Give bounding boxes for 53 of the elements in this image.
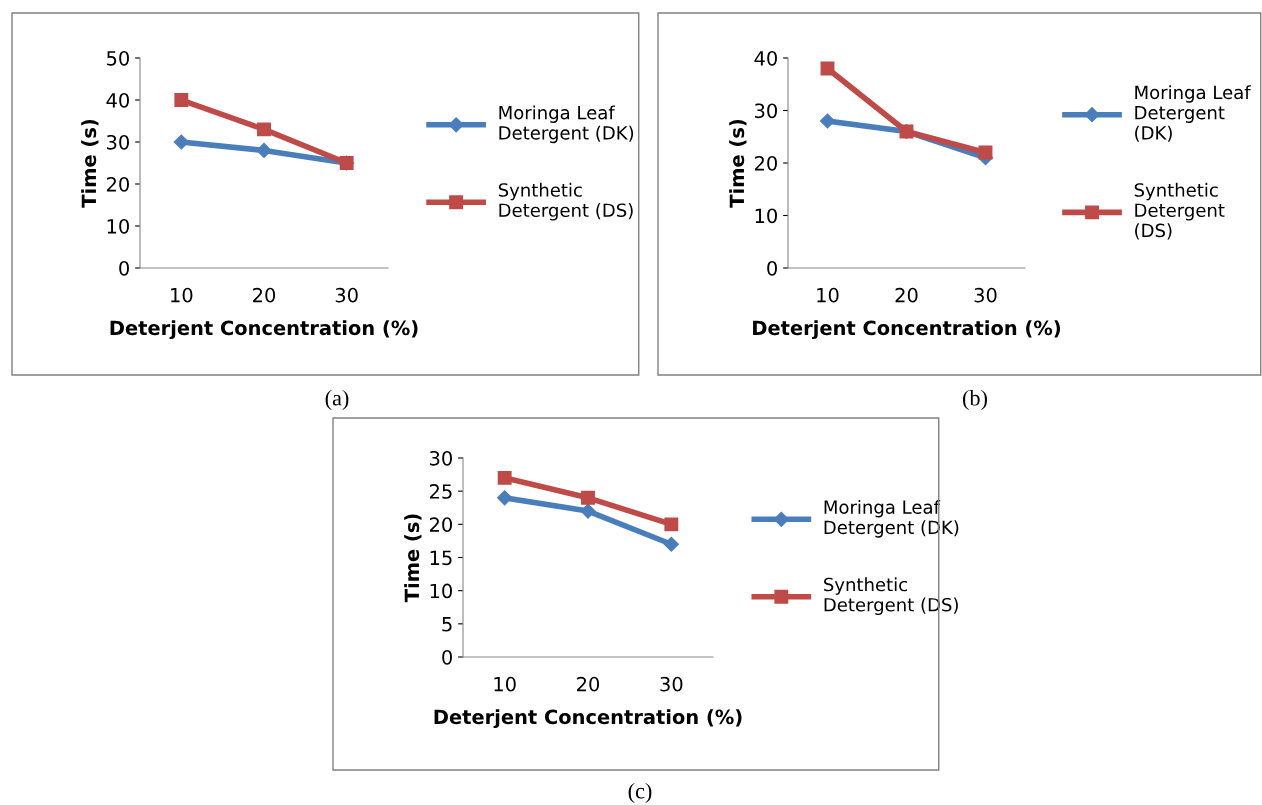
- legend-label: Synthetic Detergent (DS): [498, 182, 633, 221]
- x-tick-label: 30: [974, 287, 997, 303]
- point: [664, 517, 679, 532]
- x-axis-title: Deterjent Concentration (%): [753, 320, 1061, 340]
- point: [257, 122, 271, 137]
- y-tick-label: 20: [754, 155, 777, 171]
- y-tick-label: 0: [119, 260, 129, 276]
- x-axis-title: Deterjent Concentration (%): [110, 320, 418, 340]
- point: [173, 134, 189, 150]
- y-tick-label: 5: [442, 617, 452, 632]
- point: [580, 503, 596, 519]
- point: [581, 490, 595, 505]
- x-tick-label: 30: [335, 287, 358, 303]
- point: [497, 490, 513, 506]
- legend-label: Moringa Leaf Detergent (DK): [824, 499, 959, 538]
- x-tick-label: 10: [817, 287, 839, 303]
- y-axis-title: Time (s): [81, 119, 99, 208]
- legend-label: Synthetic Detergent (DS): [1134, 182, 1225, 240]
- x-tick-label: 10: [494, 676, 516, 692]
- text: (c): [628, 782, 652, 804]
- point: [174, 93, 189, 107]
- y-tick-label: 30: [755, 103, 777, 119]
- point: [256, 142, 272, 158]
- y-tick-label: 20: [429, 517, 452, 532]
- y-tick-label: 40: [106, 92, 129, 108]
- x-tick-label: 20: [253, 287, 276, 303]
- y-tick-label: 20: [106, 176, 129, 192]
- x-tick-label: 20: [577, 676, 600, 692]
- y-axis-title: Time (s): [404, 514, 422, 603]
- y-tick-label: 50: [107, 50, 129, 66]
- legend-label: Moringa Leaf Detergent (DK): [1135, 85, 1251, 142]
- y-tick-label: 40: [754, 50, 777, 66]
- y-axis-title: Time (s): [729, 119, 747, 208]
- text: (a): [325, 389, 349, 411]
- x-tick-label: 30: [660, 676, 683, 692]
- y-tick-label: 10: [430, 583, 452, 599]
- x-axis-title: Deterjent Concentration (%): [434, 709, 742, 729]
- text: (b): [963, 389, 987, 411]
- y-tick-label: 30: [107, 134, 129, 150]
- y-tick-label: 10: [755, 208, 777, 224]
- x-tick-label: 10: [171, 287, 193, 303]
- point: [663, 536, 679, 552]
- x-tick-label: 20: [895, 287, 918, 303]
- y-tick-label: 0: [767, 260, 777, 276]
- legend-label: Moringa Leaf Detergent (DK): [499, 105, 634, 144]
- y-tick-label: 15: [430, 550, 452, 566]
- y-tick-label: 0: [442, 649, 452, 665]
- point: [819, 113, 836, 129]
- y-tick-label: 10: [107, 218, 129, 234]
- point: [497, 470, 512, 485]
- y-tick-label: 25: [429, 484, 452, 499]
- legend-label: Synthetic Detergent (DS): [824, 577, 958, 616]
- y-tick-label: 30: [430, 450, 452, 466]
